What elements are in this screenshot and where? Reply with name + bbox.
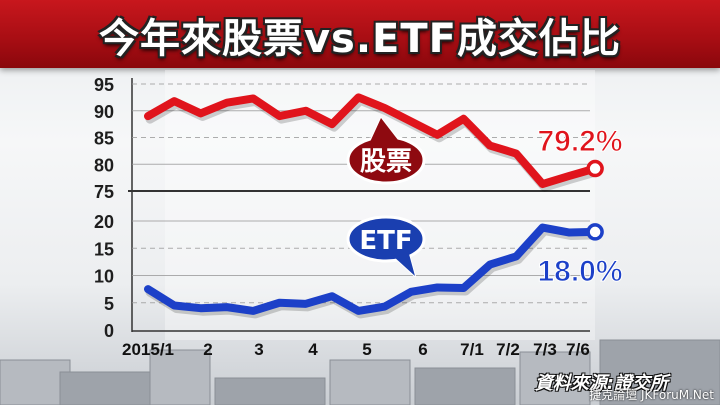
background-block [414, 367, 516, 405]
x-tick-label: 7/2 [496, 340, 520, 359]
stock-y-tick-label: 75 [94, 182, 114, 202]
x-tick-label: 6 [418, 340, 427, 359]
watermark: 捷克論壇 JKForuM.Net [589, 388, 714, 402]
x-tick-label: 7/1 [460, 340, 484, 359]
x-tick-label: 3 [254, 340, 263, 359]
etf-series-line [144, 223, 600, 315]
etf-callout: ETF [346, 215, 426, 277]
x-tick-label: 7/6 [566, 340, 590, 359]
background-block [149, 349, 211, 405]
background-block [519, 351, 591, 405]
stock-callout: 股票 [346, 117, 426, 185]
x-tick-label: 2015/1 [122, 340, 174, 359]
background-block [0, 359, 71, 405]
stock-series-line [144, 93, 600, 189]
stock-end-value-label: 79.2% [537, 125, 622, 158]
background-block [214, 377, 326, 405]
title-banner: 今年來股票vs.ETF成交佔比 [0, 0, 720, 68]
etf-end-marker [586, 223, 604, 241]
x-tick-label: 2 [203, 340, 212, 359]
stock-y-tick-label: 85 [94, 129, 114, 149]
etf-y-tick-label: 5 [104, 294, 114, 314]
stock-callout-tail-fill [370, 118, 398, 142]
x-tick-label: 4 [308, 340, 318, 359]
chart-title: 今年來股票vs.ETF成交佔比 [98, 16, 621, 62]
etf-y-tick-label: 10 [94, 267, 114, 287]
stock-y-tick-label: 80 [94, 155, 114, 175]
x-tick-label: 7/3 [533, 340, 557, 359]
etf-y-tick-label: 15 [94, 239, 114, 259]
source-note: 資料來源:證交所 [534, 373, 668, 394]
background-block [329, 359, 411, 405]
etf-y-tick-label: 0 [104, 321, 114, 341]
etf-callout-bubble [346, 215, 426, 263]
etf-y-tick-label: 20 [94, 212, 114, 232]
background-block [59, 371, 151, 405]
stock-y-tick-label: 95 [94, 75, 114, 95]
etf-end-value-label: 18.0% [537, 255, 622, 288]
background-block [599, 339, 720, 405]
x-tick-label: 5 [362, 340, 371, 359]
stock-end-marker [586, 159, 604, 178]
stock-callout-label: 股票 [360, 147, 412, 177]
etf-callout-tail-fill [393, 254, 415, 276]
stock-y-tick-label: 90 [94, 102, 114, 122]
etf-callout-label: ETF [359, 226, 412, 256]
plot-backdrop [165, 70, 595, 340]
